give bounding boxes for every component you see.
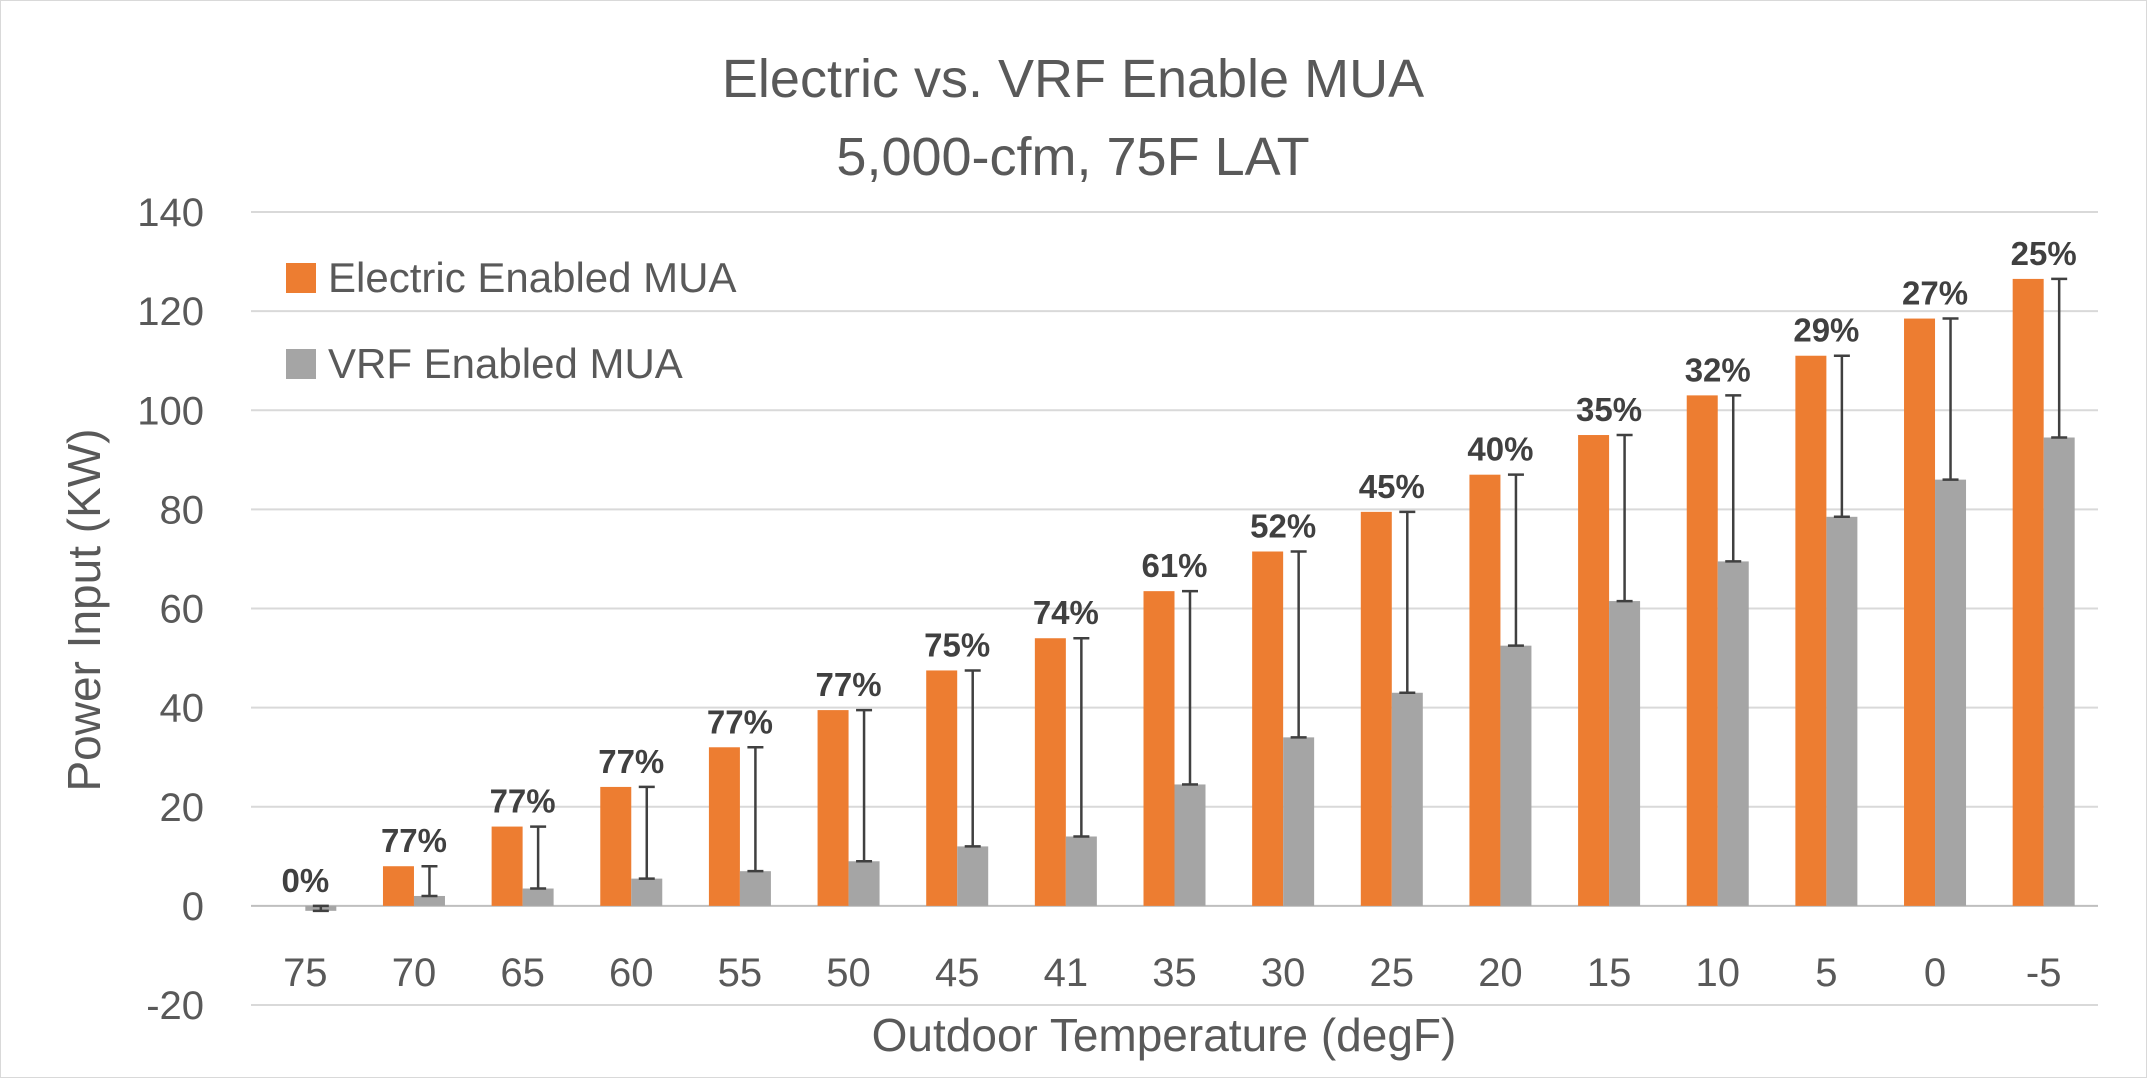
bar-electric (1360, 511, 1392, 906)
bar-electric (708, 747, 740, 906)
bar-electric (1904, 318, 1936, 906)
bar-vrf (631, 878, 663, 906)
x-tick-label: 10 (1695, 951, 1740, 995)
data-labels: 0% 77% 77% 77% 77% 77% 75% 74% 61% 52% 45% 40% 35% 32… (281, 235, 2076, 899)
bar-electric (1252, 551, 1284, 906)
bar-electric (491, 826, 523, 906)
chart-title: Electric vs. VRF Enable MUA (722, 49, 1424, 109)
data-label: 77% (816, 666, 882, 703)
bar-vrf (1174, 784, 1206, 906)
bar-vrf (1717, 561, 1749, 906)
bar-vrf (1500, 645, 1532, 906)
y-tick-label: 0 (182, 885, 204, 929)
bar-vrf (1283, 737, 1315, 906)
data-label: 77% (490, 783, 556, 820)
chart-subtitle: 5,000-cfm, 75F LAT (836, 127, 1309, 187)
x-axis-ticks: 75 70 65 60 55 50 45 41 35 30 25 20 15 10 5 0 -5 (283, 951, 2061, 995)
bar-vrf (413, 895, 445, 906)
x-tick-label: 35 (1152, 951, 1197, 995)
y-tick-label: 100 (137, 389, 204, 433)
x-tick-label: 0 (1924, 951, 1946, 995)
bar-electric (1578, 435, 1610, 906)
chart-title-group: Electric vs. VRF Enable MUA 5,000-cfm, 7… (722, 49, 1424, 187)
x-tick-label: 15 (1587, 951, 1632, 995)
bar-electric (2012, 278, 2044, 906)
y-tick-label: 120 (137, 290, 204, 334)
bar-vrf (1826, 516, 1858, 906)
bar-electric (1686, 395, 1718, 906)
data-label: 25% (2011, 235, 2077, 272)
data-label: 45% (1359, 468, 1425, 505)
bar-vrf (1609, 601, 1641, 906)
data-label: 77% (598, 743, 664, 780)
bars (305, 278, 2075, 911)
data-label: 77% (381, 822, 447, 859)
x-tick-label: 41 (1044, 951, 1089, 995)
x-tick-label: 45 (935, 951, 980, 995)
gridlines (251, 211, 2098, 1006)
data-label: 77% (707, 703, 773, 740)
bar-electric (600, 786, 632, 906)
data-label: 29% (1793, 312, 1859, 349)
error-bars (312, 277, 2068, 913)
x-tick-label: 65 (500, 951, 545, 995)
x-tick-label: 5 (1815, 951, 1837, 995)
y-tick-label: 80 (160, 488, 205, 532)
bar-electric (1143, 591, 1175, 906)
x-axis-title: Outdoor Temperature (degF) (872, 1009, 1457, 1061)
x-tick-label: 70 (392, 951, 437, 995)
y-axis-ticks: -20 0 20 40 60 80 100 120 140 (137, 191, 204, 1028)
bar-vrf (1065, 836, 1097, 906)
y-tick-label: 60 (160, 588, 205, 632)
y-tick-label: 140 (137, 191, 204, 235)
data-label: 61% (1141, 547, 1207, 584)
bar-electric (1795, 355, 1827, 906)
x-tick-label: 25 (1370, 951, 1415, 995)
legend-label-electric: Electric Enabled MUA (328, 254, 737, 301)
data-label: 52% (1250, 508, 1316, 545)
bar-vrf (2043, 437, 2075, 906)
y-tick-label: -20 (146, 984, 204, 1028)
legend-swatch-electric (286, 263, 316, 293)
bar-vrf (522, 888, 554, 906)
legend: Electric Enabled MUA VRF Enabled MUA (286, 254, 737, 387)
bar-electric (817, 710, 849, 906)
y-tick-label: 40 (160, 687, 205, 731)
x-tick-label: 30 (1261, 951, 1306, 995)
bar-vrf (957, 846, 989, 906)
data-label: 32% (1685, 351, 1751, 388)
data-label: 27% (1902, 275, 1968, 312)
data-label: 74% (1033, 594, 1099, 631)
y-tick-label: 20 (160, 786, 205, 830)
bar-electric (1034, 638, 1066, 906)
legend-swatch-vrf (286, 349, 316, 379)
x-tick-label: -5 (2026, 951, 2062, 995)
data-label: 0% (281, 862, 329, 899)
bar-electric (926, 670, 958, 906)
legend-label-vrf: VRF Enabled MUA (328, 340, 683, 387)
bar-vrf (1935, 479, 1967, 906)
x-tick-label: 20 (1478, 951, 1523, 995)
x-tick-label: 75 (283, 951, 328, 995)
bar-electric (382, 866, 414, 906)
x-tick-label: 55 (718, 951, 763, 995)
bar-vrf (848, 861, 880, 906)
bar-vrf (739, 871, 771, 906)
data-label: 75% (924, 626, 990, 663)
bar-vrf (1391, 692, 1423, 906)
data-label: 40% (1467, 431, 1533, 468)
x-tick-label: 60 (609, 951, 654, 995)
data-label: 35% (1576, 391, 1642, 428)
y-axis-title: Power Input (KW) (58, 429, 110, 792)
bar-electric (1469, 474, 1501, 906)
x-tick-label: 50 (826, 951, 871, 995)
